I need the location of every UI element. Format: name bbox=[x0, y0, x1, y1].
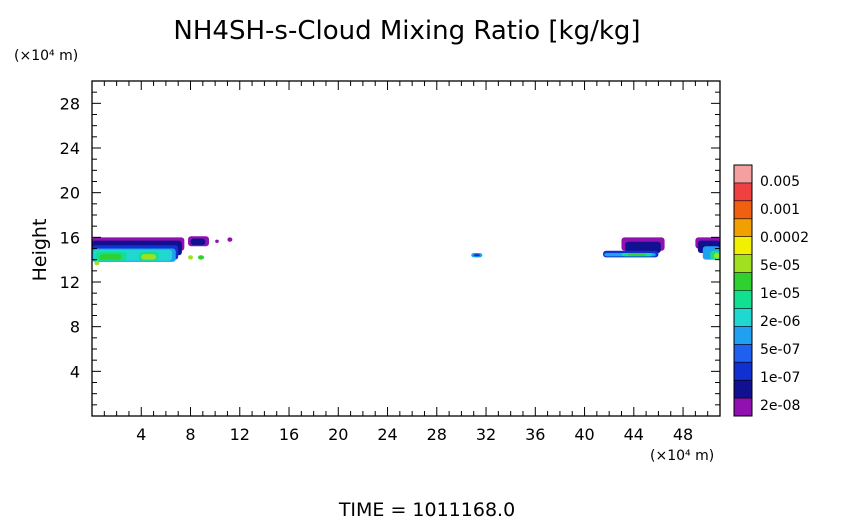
x-tick-label: 44 bbox=[624, 425, 644, 444]
cloud-region-1 bbox=[141, 254, 157, 260]
cloud-region-1 bbox=[99, 254, 122, 260]
x-tick-labels: 4 8 12 16 20 24 28 32 36 40 44 48 bbox=[136, 425, 693, 444]
colorbar-swatch bbox=[734, 344, 752, 363]
colorbar: 0.005 0.001 0.0002 5e-05 1e-05 2e-06 5e-07 1e-0… bbox=[733, 164, 809, 417]
y-tick-label: 24 bbox=[60, 139, 80, 158]
colorbar-swatch bbox=[734, 182, 752, 202]
x-tick-label: 20 bbox=[328, 425, 348, 444]
x-tick-label: 32 bbox=[476, 425, 496, 444]
chart-title: NH4SH-s-Cloud Mixing Ratio [kg/kg] bbox=[173, 16, 640, 46]
colorbar-swatch bbox=[734, 326, 752, 345]
cloud-region-5 bbox=[627, 253, 647, 256]
cloud-region-1 bbox=[94, 260, 100, 266]
cloud-field bbox=[92, 236, 720, 266]
colorbar-frame bbox=[733, 164, 753, 417]
x-tick-label: 40 bbox=[574, 425, 594, 444]
y-unit-label: (×10⁴ m) bbox=[14, 48, 78, 64]
colorbar-label: 2e-06 bbox=[760, 314, 800, 330]
colorbar-swatch bbox=[734, 218, 752, 238]
colorbar-label: 0.001 bbox=[760, 202, 800, 218]
colorbar-label: 5e-07 bbox=[760, 342, 800, 358]
colorbar-label: 1e-07 bbox=[760, 370, 800, 386]
cloud-region-2 bbox=[197, 255, 205, 260]
colorbar-swatch bbox=[734, 165, 752, 184]
y-tick-label: 8 bbox=[70, 318, 80, 337]
colorbar-swatch bbox=[734, 236, 752, 256]
y-axis-label: Height bbox=[29, 219, 51, 282]
x-tick-label: 16 bbox=[279, 425, 299, 444]
x-tick-label: 24 bbox=[377, 425, 397, 444]
plot-background bbox=[92, 81, 720, 416]
colorbar-swatch bbox=[734, 308, 752, 327]
x-tick-label: 12 bbox=[230, 425, 250, 444]
x-tick-label: 8 bbox=[185, 425, 195, 444]
colorbar-label: 0.005 bbox=[760, 174, 800, 190]
colorbar-swatch bbox=[734, 398, 752, 417]
x-unit-label: (×10⁴ m) bbox=[650, 448, 714, 464]
y-tick-label: 28 bbox=[60, 94, 80, 113]
y-tick-label: 16 bbox=[60, 228, 80, 247]
x-tick-label: 36 bbox=[525, 425, 545, 444]
axis-ticks bbox=[92, 81, 720, 416]
colorbar-swatch bbox=[734, 272, 752, 291]
colorbar-swatch bbox=[734, 380, 752, 399]
cloud-region-3 bbox=[227, 237, 233, 242]
colorbar-label: 0.0002 bbox=[760, 230, 809, 246]
y-tick-label: 20 bbox=[60, 184, 80, 203]
plot-area bbox=[91, 80, 721, 417]
cloud-region-3 bbox=[215, 239, 219, 243]
x-tick-label: 48 bbox=[673, 425, 693, 444]
colorbar-swatch bbox=[734, 362, 752, 381]
colorbar-label: 2e-08 bbox=[760, 398, 800, 414]
cloud-region-4 bbox=[473, 254, 480, 257]
colorbar-swatch bbox=[734, 200, 752, 220]
y-tick-label: 12 bbox=[60, 273, 80, 292]
time-label: TIME = 1011168.0 bbox=[338, 499, 515, 519]
cloud-region-2 bbox=[188, 255, 193, 260]
x-tick-label: 28 bbox=[427, 425, 447, 444]
y-tick-label: 4 bbox=[70, 362, 80, 381]
cloud-region-2 bbox=[190, 238, 206, 246]
colorbar-label: 1e-05 bbox=[760, 286, 800, 302]
cloud-region-5 bbox=[625, 241, 661, 253]
y-tick-labels: 4 8 12 16 20 24 28 bbox=[60, 94, 80, 381]
colorbar-label: 5e-05 bbox=[760, 258, 800, 274]
cloud-region-6 bbox=[713, 252, 720, 259]
colorbar-swatch bbox=[734, 254, 752, 274]
colorbar-swatch bbox=[734, 290, 752, 309]
x-tick-label: 4 bbox=[136, 425, 146, 444]
